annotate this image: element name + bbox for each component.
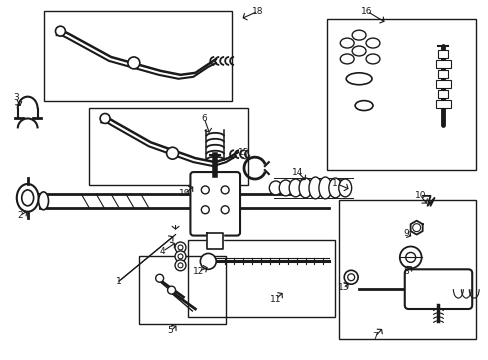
Ellipse shape: [351, 30, 366, 40]
Text: 6: 6: [201, 114, 207, 123]
Text: 19: 19: [178, 189, 190, 198]
Circle shape: [178, 245, 183, 250]
Text: 4: 4: [160, 247, 165, 256]
Circle shape: [178, 254, 183, 259]
Bar: [139, 256, 225, 324]
Bar: [339, 200, 475, 339]
Bar: [188, 239, 335, 317]
Text: 13: 13: [337, 283, 348, 292]
Ellipse shape: [269, 181, 282, 195]
Ellipse shape: [279, 180, 291, 196]
Text: 15: 15: [238, 148, 249, 157]
Circle shape: [344, 270, 357, 284]
Bar: [438, 70, 447, 78]
FancyBboxPatch shape: [190, 172, 240, 235]
Bar: [435, 100, 450, 108]
Text: 2: 2: [17, 211, 22, 220]
Polygon shape: [410, 221, 422, 235]
Ellipse shape: [340, 38, 353, 48]
Ellipse shape: [308, 177, 321, 199]
Circle shape: [221, 206, 229, 214]
Ellipse shape: [351, 46, 366, 56]
Circle shape: [155, 274, 163, 282]
Ellipse shape: [17, 184, 39, 212]
Text: 7: 7: [371, 332, 377, 341]
Ellipse shape: [318, 177, 331, 199]
FancyBboxPatch shape: [404, 269, 471, 309]
Polygon shape: [40, 191, 328, 211]
Text: 18: 18: [252, 7, 263, 16]
Text: 5: 5: [167, 326, 173, 335]
Circle shape: [347, 274, 354, 281]
Circle shape: [166, 147, 178, 159]
Ellipse shape: [288, 179, 302, 197]
Circle shape: [175, 242, 185, 253]
Bar: [438, 50, 447, 58]
Circle shape: [200, 253, 216, 269]
Circle shape: [178, 263, 183, 268]
Ellipse shape: [346, 73, 371, 85]
Text: 9: 9: [403, 229, 409, 238]
Ellipse shape: [354, 100, 372, 111]
Circle shape: [399, 247, 421, 268]
Circle shape: [201, 206, 209, 214]
Bar: [43, 11, 232, 100]
Ellipse shape: [299, 178, 311, 198]
Polygon shape: [207, 233, 223, 249]
Circle shape: [175, 260, 185, 271]
Bar: [438, 90, 447, 98]
Text: 10: 10: [414, 192, 426, 201]
Ellipse shape: [39, 192, 48, 210]
Circle shape: [175, 251, 185, 262]
Circle shape: [55, 26, 65, 36]
Bar: [89, 108, 247, 185]
Ellipse shape: [328, 178, 341, 198]
Circle shape: [100, 113, 110, 123]
Ellipse shape: [338, 179, 351, 197]
Text: 12: 12: [192, 267, 203, 276]
Text: 3: 3: [13, 93, 19, 102]
Bar: [435, 80, 450, 88]
Bar: [435, 60, 450, 68]
Circle shape: [167, 286, 175, 294]
Circle shape: [128, 57, 140, 69]
Circle shape: [201, 186, 209, 194]
Text: 14: 14: [291, 167, 303, 176]
Ellipse shape: [366, 38, 379, 48]
Circle shape: [221, 186, 229, 194]
Text: 11: 11: [269, 294, 281, 303]
Text: 16: 16: [361, 7, 372, 16]
Text: 8: 8: [403, 267, 409, 276]
Ellipse shape: [21, 190, 34, 206]
Circle shape: [405, 252, 415, 262]
Ellipse shape: [366, 54, 379, 64]
Bar: [326, 19, 475, 170]
Text: 17: 17: [331, 180, 342, 189]
Circle shape: [412, 224, 420, 231]
Text: 1: 1: [116, 277, 122, 286]
Ellipse shape: [340, 54, 353, 64]
